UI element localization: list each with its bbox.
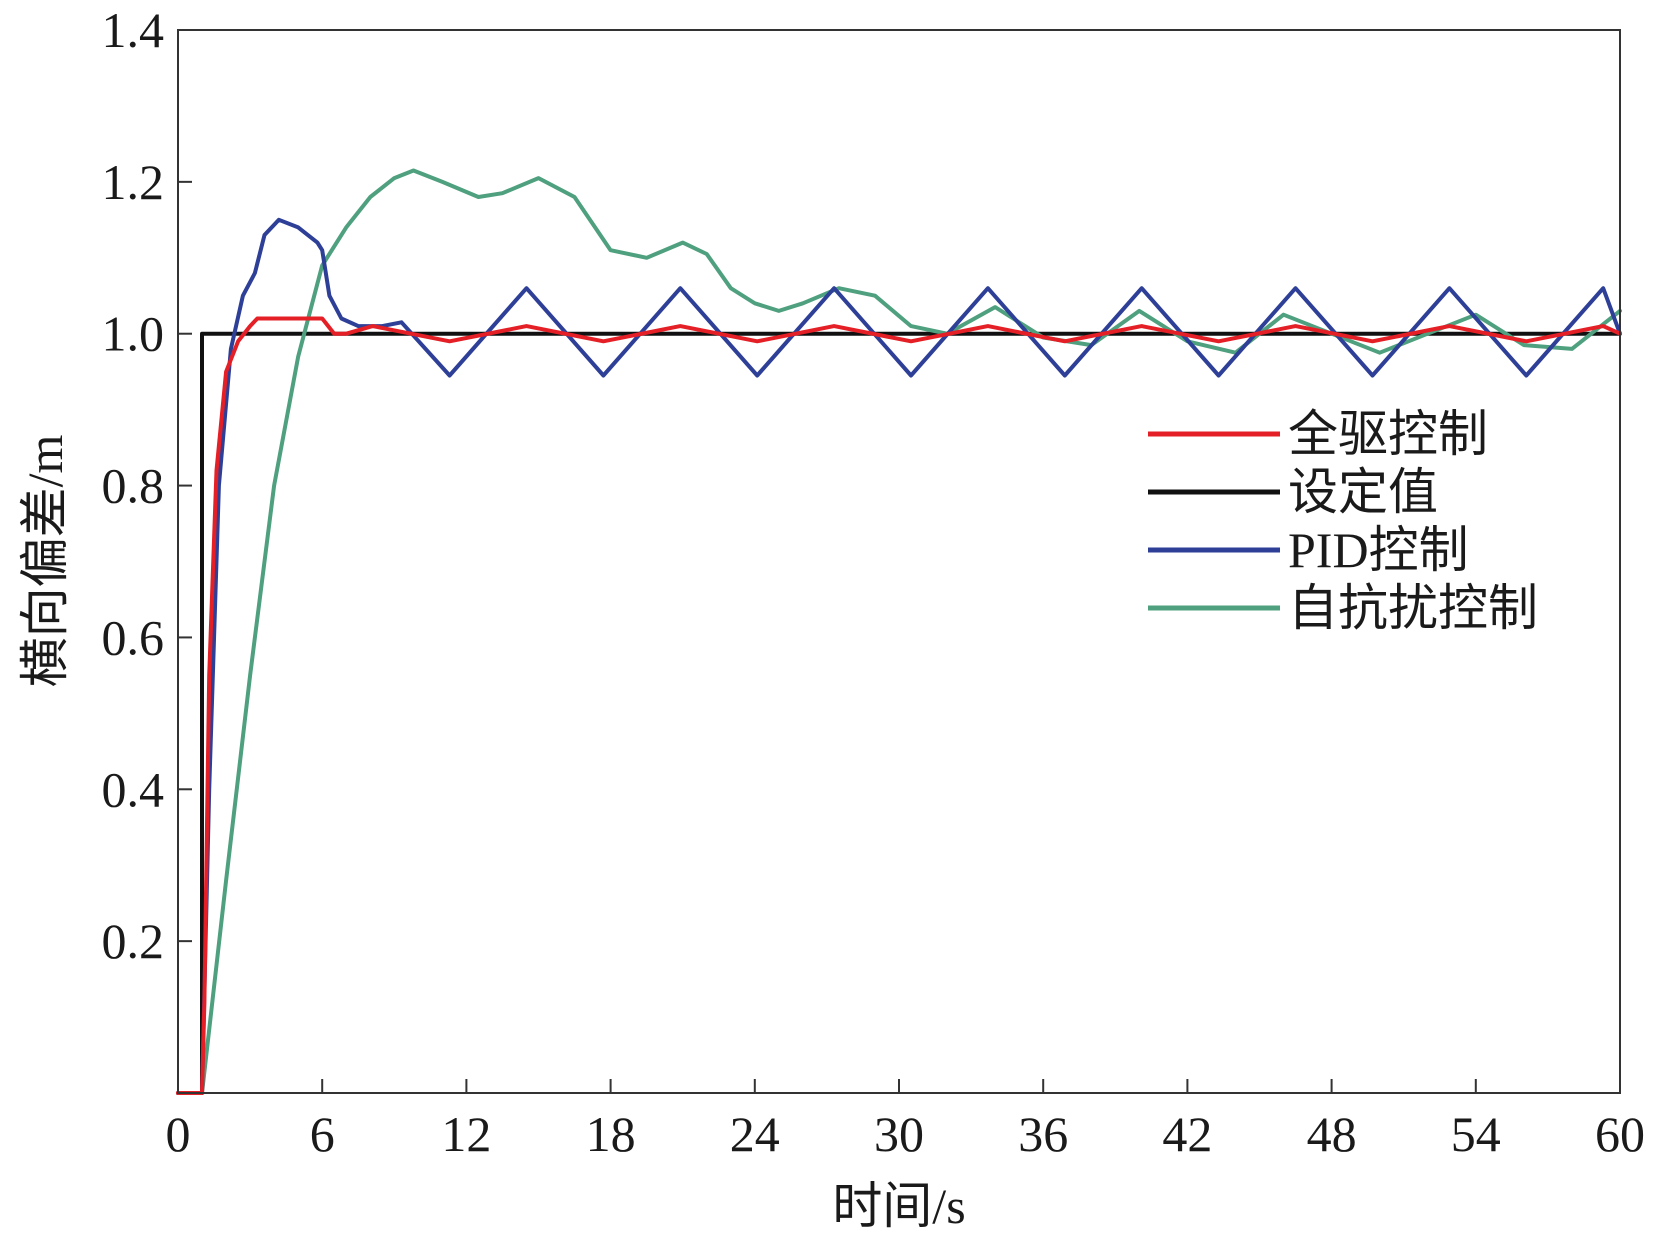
y-tick-label: 0.6	[102, 609, 165, 665]
y-tick-label: 1.4	[102, 2, 165, 58]
x-axis-title: 时间/s	[832, 1178, 965, 1234]
series-line-3	[176, 168, 1622, 1095]
x-tick-label: 60	[1595, 1106, 1645, 1162]
y-axis-ticks: 0.2 0.4 0.6 0.8 1.0 1.2 1.4	[102, 2, 192, 969]
x-axis-ticks: 0 6 12 18 24 30 36 42 48 54 60	[166, 1079, 1645, 1162]
x-tick-label: 6	[310, 1106, 335, 1162]
legend-label: 全驱控制	[1288, 406, 1488, 462]
x-tick-label: 18	[586, 1106, 636, 1162]
series-line-0	[176, 316, 1622, 1095]
x-tick-label: 12	[441, 1106, 491, 1162]
y-axis-title: 横向偏差/m	[17, 435, 73, 688]
x-tick-label: 36	[1018, 1106, 1068, 1162]
y-tick-label: 0.2	[102, 913, 165, 969]
y-tick-label: 1.0	[102, 306, 165, 362]
legend-label: 设定值	[1288, 464, 1438, 520]
y-tick-label: 0.8	[102, 458, 165, 514]
y-tick-label: 0.4	[102, 761, 165, 817]
legend-label: PID控制	[1288, 522, 1469, 578]
x-tick-label: 24	[730, 1106, 780, 1162]
legend-label: 自抗扰控制	[1288, 580, 1538, 636]
x-tick-label: 42	[1162, 1106, 1212, 1162]
y-tick-label: 1.2	[102, 154, 165, 210]
x-tick-label: 0	[166, 1106, 191, 1162]
x-tick-label: 54	[1451, 1106, 1501, 1162]
x-tick-label: 30	[874, 1106, 924, 1162]
x-tick-label: 48	[1307, 1106, 1357, 1162]
